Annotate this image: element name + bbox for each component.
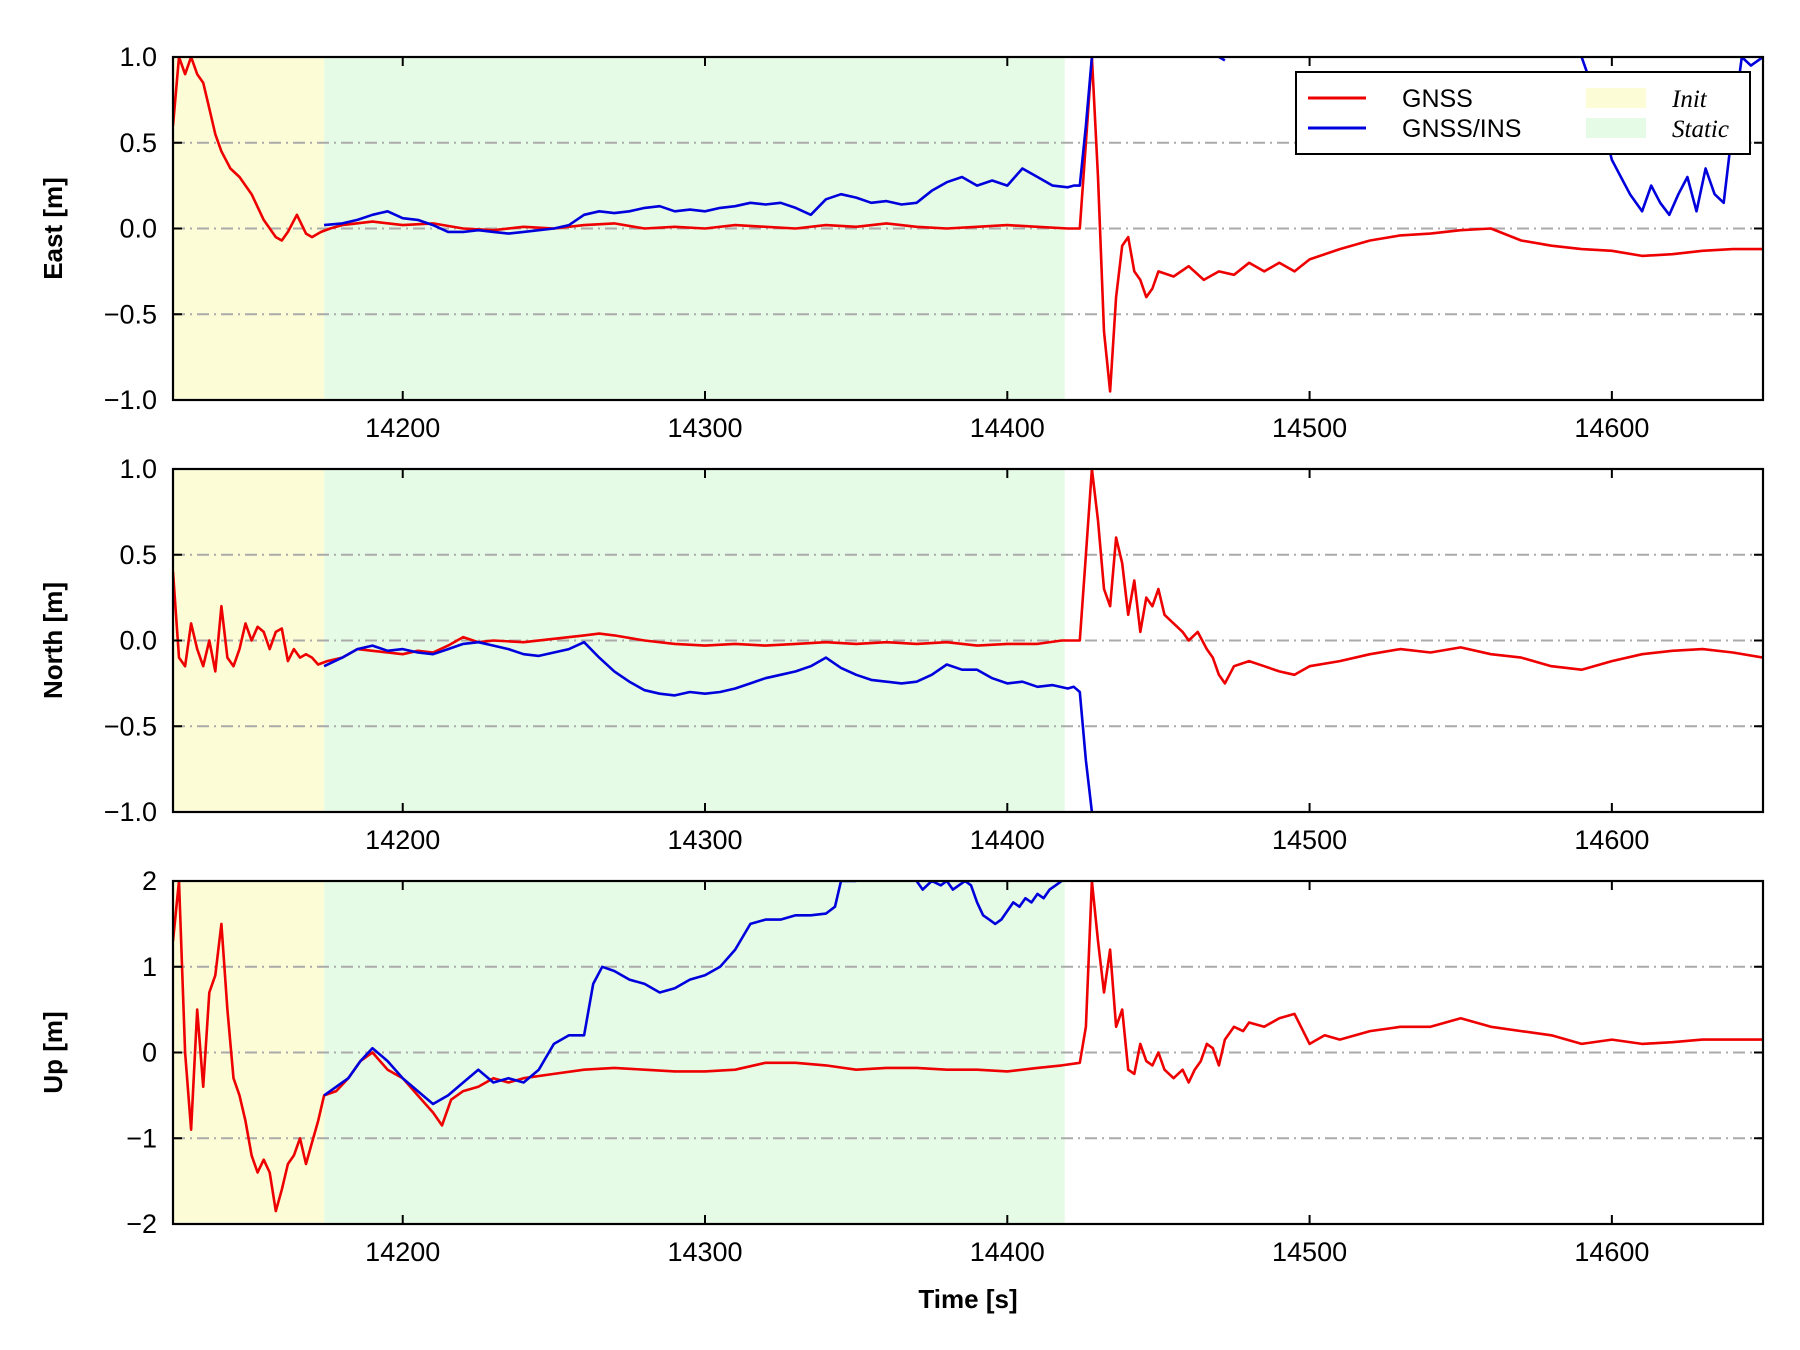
y-axis-label: Up [m] [38,1011,68,1093]
x-tick-label: 14400 [970,413,1045,443]
y-tick-label: 1 [142,952,157,982]
x-axis-label: Time [s] [918,1284,1017,1314]
legend-label: GNSS [1402,85,1473,113]
y-tick-label: 0 [142,1038,157,1068]
x-tick-label: 14600 [1574,413,1649,443]
series-line-gnss-ins [323,640,1094,812]
x-tick-label: 14600 [1574,1237,1649,1267]
y-tick-label: −1 [126,1123,157,1153]
y-tick-label: 0.0 [119,214,157,244]
y-tick-label: 2 [142,866,157,896]
legend-label: Init [1671,86,1708,113]
x-tick-label: 14300 [667,1237,742,1267]
y-tick-label: −0.5 [104,711,157,741]
x-tick-label: 14200 [365,825,440,855]
y-tick-label: 0.0 [119,626,157,656]
y-tick-label: −2 [126,1209,157,1239]
y-axis-label: East [m] [38,177,68,280]
x-tick-label: 14300 [667,413,742,443]
x-tick-label: 14500 [1272,825,1347,855]
x-tick-label: 14300 [667,825,742,855]
x-tick-label: 14400 [970,1237,1045,1267]
y-tick-label: 0.5 [119,128,157,158]
y-tick-label: 1.0 [119,454,157,484]
x-tick-label: 14200 [365,413,440,443]
y-tick-label: 0.5 [119,540,157,570]
legend-label: Static [1672,116,1729,143]
y-axis-label: North [m] [38,582,68,699]
legend-label: GNSS/INS [1402,115,1521,143]
panel-2: 14200 14300 14400 14500 14600 −1.0 −0.5 0.0 0.5 1… [38,454,1765,855]
x-tick-label: 14400 [970,825,1045,855]
panel-3: 14200 14300 14400 14500 14600 −2 −1 0 1 2 Up [m] Ti… [38,866,1765,1314]
legend-swatch-patch [1586,88,1646,108]
x-tick-label: 14500 [1272,1237,1347,1267]
series-line-gnss [173,57,1763,393]
series-line-gnss-ins [323,57,1094,235]
series-line-gnss [173,881,1763,1213]
x-tick-label: 14500 [1272,413,1347,443]
y-tick-label: −1.0 [104,385,157,415]
legend-swatch-patch [1586,118,1646,138]
legend-box [1295,71,1751,155]
x-tick-label: 14600 [1574,825,1649,855]
series-line-gnss-ins [323,881,857,1106]
y-tick-label: −0.5 [104,299,157,329]
x-tick-label: 14200 [365,1237,440,1267]
series-line-gnss [173,469,1763,685]
panel-1: 14200 14300 14400 14500 14600 −1.0 −0.5 0.0 0.5 1… [38,42,1765,443]
y-tick-label: −1.0 [104,797,157,827]
y-tick-label: 1.0 [119,42,157,72]
